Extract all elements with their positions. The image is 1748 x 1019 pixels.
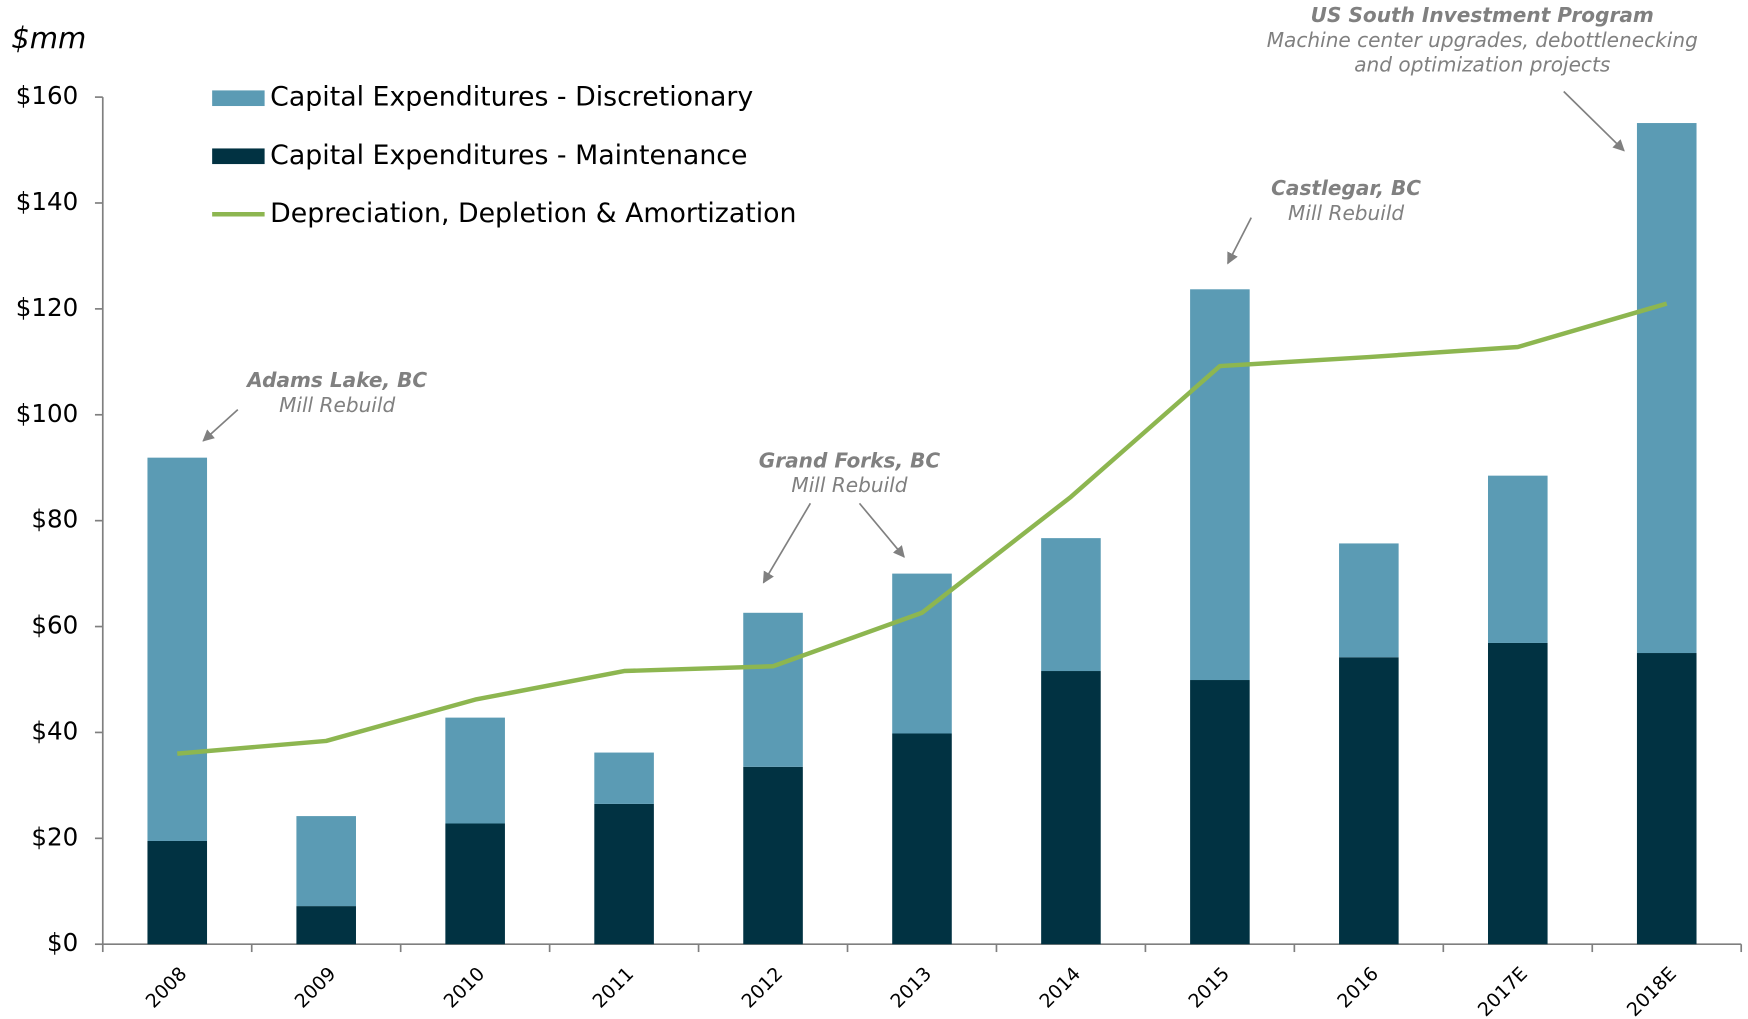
bar-segment: [1636, 123, 1697, 654]
x-tick-label: 2011: [589, 963, 639, 1013]
bar-segment: [743, 766, 803, 945]
bar-segment: [1190, 289, 1250, 681]
legend-label: Depreciation, Depletion & Amortization: [270, 198, 796, 229]
y-tick-label: $120: [16, 293, 78, 322]
y-tick-label: $60: [31, 611, 78, 640]
bar-segment: [296, 906, 356, 945]
y-tick-label: $40: [31, 716, 78, 745]
bar-segment: [1190, 680, 1250, 945]
x-tick-label: 2018E: [1623, 963, 1681, 1019]
legend-label: Capital Expenditures - Discretionary: [270, 82, 753, 113]
y-tick-label: $100: [16, 399, 78, 428]
annotation-text: Mill Rebuild: [279, 393, 395, 417]
x-tick-label: 2017E: [1474, 963, 1532, 1019]
x-tick-label: 2012: [737, 963, 787, 1013]
y-tick-label: $0: [47, 928, 78, 957]
bar-segment: [1041, 671, 1101, 945]
bar-segment: [1487, 475, 1548, 643]
legend-label: Capital Expenditures - Maintenance: [270, 140, 747, 171]
x-tick-label: 2013: [886, 963, 936, 1013]
annotation-arrow: [202, 408, 239, 442]
annotation-title: US South Investment Program: [1311, 3, 1654, 27]
annotation-text: and optimization projects: [1354, 52, 1611, 76]
annotation-arrow: [762, 502, 812, 584]
annotation-title: Grand Forks, BC: [759, 449, 941, 473]
bar-segment: [1339, 543, 1399, 658]
x-tick-label: 2008: [142, 963, 192, 1013]
x-tick-label: 2010: [440, 963, 490, 1013]
bar-segment: [445, 823, 505, 945]
line-series: [177, 301, 1668, 756]
x-tick-label: 2016: [1333, 963, 1383, 1013]
legend-swatch: [212, 90, 265, 107]
y-tick-label: $80: [31, 505, 78, 534]
bar-segment: [743, 612, 803, 767]
x-tick-label: 2015: [1184, 963, 1234, 1013]
bar-segment: [892, 733, 952, 945]
legend-swatch: [212, 148, 265, 165]
y-tick-label: $140: [16, 187, 78, 216]
annotation-text: Mill Rebuild: [1288, 201, 1404, 225]
bar-segment: [147, 840, 208, 945]
bar-segment: [1339, 657, 1399, 945]
bar-segment: [594, 803, 654, 945]
bar-segment: [1487, 642, 1548, 945]
x-tick-label: 2014: [1035, 963, 1085, 1013]
annotation-text: Mill Rebuild: [791, 473, 907, 497]
bar-segment: [1041, 538, 1101, 672]
annotation-arrow: [1227, 217, 1252, 265]
annotation-text: Machine center upgrades, debottlenecking: [1267, 28, 1698, 52]
annotation-arrow: [858, 502, 905, 558]
bar-segment: [147, 457, 208, 841]
annotation-title: Adams Lake, BC: [245, 368, 427, 392]
y-tick-label: $160: [16, 81, 78, 110]
bar-segment: [296, 816, 356, 907]
annotation-title: Castlegar, BC: [1271, 176, 1421, 200]
annotation-arrow: [1563, 90, 1625, 152]
bar-segment: [892, 573, 952, 734]
bar-segment: [594, 752, 654, 804]
x-tick-label: 2009: [291, 963, 341, 1013]
bar-segment: [445, 717, 505, 824]
y-tick-label: $20: [31, 822, 78, 851]
bar-segment: [1636, 653, 1697, 945]
axis-unit: $mm: [11, 21, 86, 55]
